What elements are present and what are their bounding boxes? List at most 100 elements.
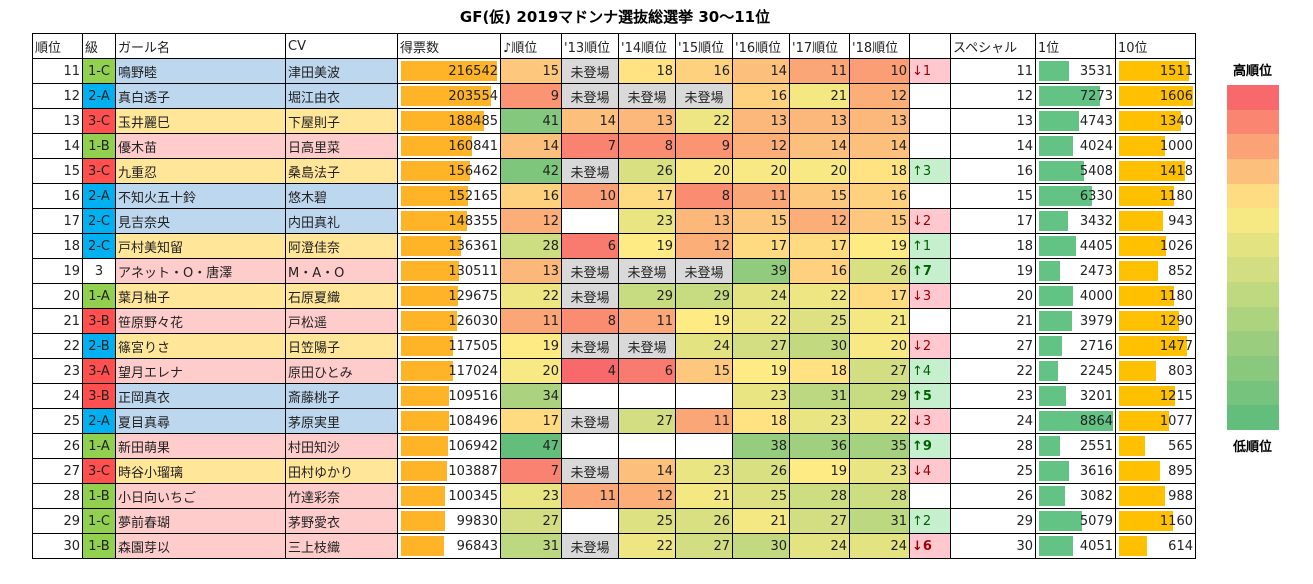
year-rank-cell: 13: [675, 208, 733, 234]
music-rank-cell: 20: [500, 358, 562, 384]
year-rank-cell: 26: [849, 258, 910, 284]
votes-cell-bar: [401, 361, 453, 381]
votes-cell: 96843: [397, 533, 501, 559]
table-row: 25 2-A 夏目真尋 茅原実里 108496 17 未登場 27 11 18 23 22 ↓3 24 88…: [32, 408, 1196, 434]
year-rank-cell: 21: [849, 308, 910, 334]
year-rank-cell: 12: [732, 133, 790, 159]
cv-cell: 桑島法子: [285, 158, 398, 184]
first-place-cell-bar: [1039, 311, 1073, 331]
special-rank-cell: 21: [950, 308, 1036, 334]
votes-cell-value: 203554: [448, 88, 498, 104]
first-place-cell-value: 3432: [1079, 213, 1113, 229]
tenth-place-cell-value: 895: [1168, 463, 1193, 479]
votes-cell-value: 100345: [448, 488, 498, 504]
year-rank-cell: 14: [561, 108, 619, 134]
year-rank-cell: 8: [675, 183, 733, 209]
column-header: 1位: [1035, 33, 1116, 59]
special-rank-cell: 13: [950, 108, 1036, 134]
first-place-cell-bar: [1039, 461, 1070, 481]
year-rank-cell: 11: [675, 408, 733, 434]
year-rank-cell-not-appeared: 未登場: [561, 533, 619, 559]
votes-cell-value: 106942: [448, 438, 498, 454]
year-rank-cell: 19: [789, 458, 850, 484]
votes-cell: 160841: [397, 133, 501, 159]
music-rank-cell: 16: [500, 183, 562, 209]
tenth-place-cell-value: 943: [1168, 213, 1193, 229]
rank-cell: 21: [32, 308, 83, 334]
rank-cell: 11: [32, 58, 83, 84]
rank-cell: 26: [32, 433, 83, 459]
year-rank-cell: 22: [732, 308, 790, 334]
tenth-place-cell-bar: [1119, 136, 1166, 156]
tenth-place-cell-bar: [1119, 436, 1146, 456]
votes-cell: 117024: [397, 358, 501, 384]
music-rank-cell: 15: [500, 58, 562, 84]
column-header: '18順位: [849, 33, 910, 59]
tenth-place-cell-bar: [1119, 61, 1189, 81]
year-rank-cell: 12: [789, 208, 850, 234]
legend-band: [1226, 356, 1279, 381]
tenth-place-cell-bar: [1119, 486, 1165, 506]
rank-change-cell: [909, 308, 951, 334]
year-rank-cell: 26: [675, 508, 733, 534]
year-rank-cell: 18: [732, 408, 790, 434]
year-rank-cell: 25: [732, 483, 790, 509]
year-rank-cell: 11: [618, 308, 676, 334]
year-rank-cell: 21: [675, 483, 733, 509]
year-rank-cell: 23: [675, 458, 733, 484]
special-rank-cell: 19: [950, 258, 1036, 284]
color-scale-legend: 高順位 低順位: [1215, 60, 1290, 455]
first-place-cell-bar: [1039, 386, 1066, 406]
table-row: 15 3-C 九重忍 桑島法子 156462 42 未登場 26 20 20 20 18 ↑3 16 540…: [32, 158, 1196, 184]
rank-cell: 14: [32, 133, 83, 159]
first-place-cell-value: 4051: [1079, 538, 1113, 554]
class-cell: 1-B: [82, 483, 116, 509]
tenth-place-cell-value: 1477: [1159, 338, 1193, 354]
votes-cell-bar: [401, 261, 459, 281]
rank-change-cell: ↑4: [909, 358, 951, 384]
sheet-title: GF(仮) 2019マドンナ選抜総選挙 30～11位: [459, 8, 771, 26]
first-place-cell-value: 2551: [1079, 438, 1113, 454]
votes-cell: 152165: [397, 183, 501, 209]
first-place-cell-value: 4024: [1079, 138, 1113, 154]
votes-cell-bar: [401, 186, 469, 206]
class-cell: 1-C: [82, 508, 116, 534]
class-cell: 3: [82, 258, 116, 284]
class-cell: 2-C: [82, 208, 116, 234]
music-rank-cell: 12: [500, 208, 562, 234]
rank-change-cell: ↓4: [909, 458, 951, 484]
rank-change-cell: ↑3: [909, 158, 951, 184]
tenth-place-cell: 895: [1115, 458, 1196, 484]
tenth-place-cell-bar: [1119, 361, 1157, 381]
rank-change-cell: ↓3: [909, 408, 951, 434]
year-rank-cell: 19: [675, 308, 733, 334]
girl-name-cell: 笹原野々花: [115, 308, 286, 334]
first-place-cell: 3531: [1035, 58, 1116, 84]
special-rank-cell: 24: [950, 408, 1036, 434]
year-rank-cell: 30: [732, 533, 790, 559]
cv-cell: 日高里菜: [285, 133, 398, 159]
year-rank-cell: 39: [732, 258, 790, 284]
first-place-cell-value: 5079: [1079, 513, 1113, 529]
tenth-place-cell-value: 1077: [1159, 413, 1193, 429]
year-rank-cell: 12: [675, 233, 733, 259]
year-rank-cell: 16: [789, 258, 850, 284]
votes-cell-value: 136361: [448, 238, 498, 254]
year-rank-cell: 22: [675, 108, 733, 134]
column-header: [909, 33, 951, 59]
first-place-cell: 4405: [1035, 233, 1116, 259]
column-header: '17順位: [789, 33, 850, 59]
first-place-cell-value: 3616: [1079, 463, 1113, 479]
year-rank-cell: 13: [732, 108, 790, 134]
girl-name-cell: 夢前春瑚: [115, 508, 286, 534]
rank-cell: 18: [32, 233, 83, 259]
class-cell: 1-B: [82, 133, 116, 159]
rank-cell: 20: [32, 283, 83, 309]
tenth-place-cell-bar: [1119, 111, 1181, 131]
year-rank-cell: 17: [732, 233, 790, 259]
votes-cell-value: 103887: [448, 463, 498, 479]
girl-name-cell: 新田萌果: [115, 433, 286, 459]
votes-cell-bar: [401, 236, 462, 256]
year-rank-cell-not-appeared: 未登場: [561, 258, 619, 284]
first-place-cell-value: 3201: [1079, 388, 1113, 404]
